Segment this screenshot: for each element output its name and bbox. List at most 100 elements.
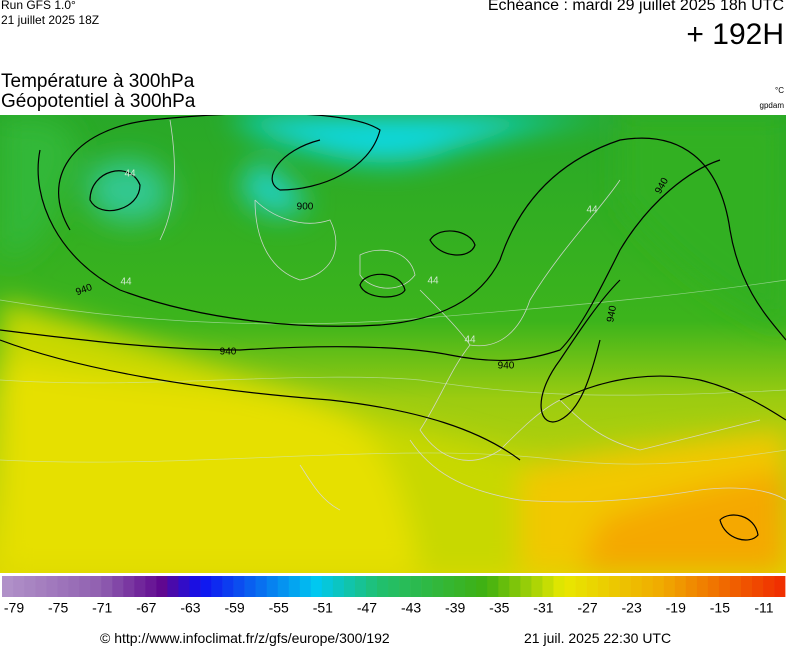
unit-temp: °C xyxy=(775,86,784,95)
colorbar-label: -27 xyxy=(577,600,597,616)
colorbar-swatch xyxy=(68,576,80,597)
colorbar-swatch xyxy=(564,576,576,597)
colorbar-swatch xyxy=(90,576,102,597)
colorbar-swatch xyxy=(421,576,433,597)
colorbar-label: -43 xyxy=(401,600,421,616)
colorbar-swatch xyxy=(266,576,279,597)
contour-label: 900 xyxy=(297,202,314,213)
run-label: Run GFS 1.0° xyxy=(1,0,76,12)
colorbar-swatch xyxy=(321,576,334,597)
colorbar-swatch xyxy=(211,576,223,597)
colorbar-swatch xyxy=(277,576,290,597)
colorbar-swatch xyxy=(343,576,356,597)
colorbar-swatch xyxy=(24,576,36,597)
colorbar-swatch xyxy=(630,576,643,597)
colorbar-swatch xyxy=(575,576,587,597)
colorbar-swatch xyxy=(498,576,510,597)
colorbar-swatch xyxy=(167,576,179,597)
colorbar-swatch xyxy=(399,576,411,597)
contour-label: 44 xyxy=(124,169,136,180)
colorbar-swatch xyxy=(597,576,609,597)
colorbar-swatch xyxy=(476,576,488,597)
colorbar-label: -31 xyxy=(533,600,553,616)
colorbar-swatch xyxy=(774,576,786,597)
colorbar-label: -67 xyxy=(136,600,156,616)
contour-label: 44 xyxy=(586,205,598,216)
colorbar-swatch xyxy=(520,576,532,597)
colorbar: -79 -75 -71 -67 -63 -59 -55 -51 -47 -43 -39 -35 -31 -… xyxy=(2,576,786,616)
contour-label: 44 xyxy=(464,335,476,346)
colorbar-swatch xyxy=(608,576,620,597)
colorbar-swatch xyxy=(101,576,113,597)
colorbar-swatch xyxy=(531,576,543,597)
colorbar-label: -39 xyxy=(445,600,465,616)
colorbar-swatch xyxy=(189,576,201,597)
colorbar-swatch xyxy=(487,576,499,597)
title-geo: Géopotentiel à 300hPa xyxy=(1,91,196,112)
colorbar-label: -75 xyxy=(48,600,68,616)
colorbar-swatch xyxy=(652,576,665,597)
colorbar-swatch xyxy=(718,576,731,597)
colorbar-label: -55 xyxy=(269,600,289,616)
colorbar-swatch xyxy=(377,576,389,597)
unit-geo: gpdam xyxy=(759,101,784,110)
contour-label: 940 xyxy=(498,361,515,372)
colorbar-label: -71 xyxy=(92,600,112,616)
contour-label: 940 xyxy=(220,347,237,358)
colorbar-label: -23 xyxy=(622,600,642,616)
coastlines xyxy=(159,119,786,511)
colorbar-swatch xyxy=(388,576,400,597)
colorbar-label: -47 xyxy=(357,600,377,616)
colorbar-swatch xyxy=(586,576,598,597)
colorbar-swatch xyxy=(2,576,14,597)
colorbar-swatch xyxy=(13,576,25,597)
colorbar-label: -11 xyxy=(754,600,773,616)
colorbar-swatch xyxy=(134,576,146,597)
colorbar-swatch xyxy=(740,576,753,597)
colorbar-swatch xyxy=(178,576,190,597)
colorbar-swatch xyxy=(255,576,268,597)
footer-issued: 21 juil. 2025 22:30 UTC xyxy=(524,630,672,646)
colorbar-swatch xyxy=(685,576,698,597)
colorbar-swatch xyxy=(145,576,157,597)
colorbar-swatch xyxy=(310,576,323,597)
colorbar-swatch xyxy=(696,576,709,597)
colorbar-swatch xyxy=(233,576,245,597)
colorbar-swatch xyxy=(46,576,58,597)
contour-label: 44 xyxy=(427,276,439,287)
colorbar-swatch xyxy=(454,576,466,597)
colorbar-swatch xyxy=(663,576,676,597)
run-date: 21 juillet 2025 18Z xyxy=(1,13,100,27)
colorbar-swatch xyxy=(729,576,742,597)
colorbar-swatch xyxy=(707,576,720,597)
contour-label: 44 xyxy=(120,277,132,288)
isotherms xyxy=(0,279,786,465)
colorbar-swatch xyxy=(410,576,422,597)
colorbar-swatch xyxy=(112,576,124,597)
colorbar-swatch xyxy=(553,576,565,597)
colorbar-swatch xyxy=(57,576,69,597)
footer-url[interactable]: © http://www.infoclimat.fr/z/gfs/europe/… xyxy=(100,630,390,646)
colorbar-label: -35 xyxy=(489,600,509,616)
colorbar-swatch xyxy=(641,576,654,597)
colorbar-swatch xyxy=(432,576,444,597)
contour-label: 940 xyxy=(605,304,619,323)
colorbar-swatch xyxy=(619,576,631,597)
colorbar-swatch xyxy=(35,576,47,597)
colorbar-swatch xyxy=(288,576,301,597)
colorbar-swatch xyxy=(156,576,168,597)
valid-time: Echéance : mardi 29 juillet 2025 18h UTC xyxy=(487,0,784,14)
colorbar-swatch xyxy=(79,576,91,597)
colorbar-label: -79 xyxy=(4,600,24,616)
colorbar-swatch xyxy=(222,576,234,597)
colorbar-swatch xyxy=(200,576,212,597)
colorbar-swatch xyxy=(332,576,345,597)
colorbar-swatch xyxy=(674,576,687,597)
colorbar-swatch xyxy=(354,576,367,597)
isohypses xyxy=(0,115,786,541)
colorbar-swatch xyxy=(365,576,378,597)
colorbar-label: -63 xyxy=(180,600,200,616)
colorbar-label: -51 xyxy=(313,600,333,616)
